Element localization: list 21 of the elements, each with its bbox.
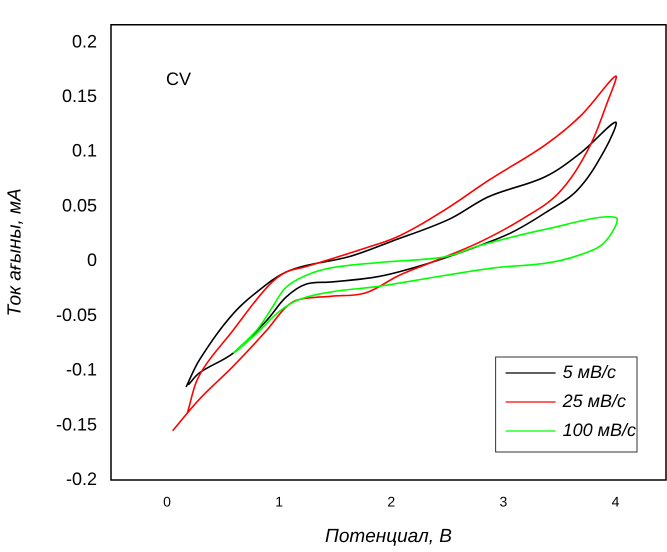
x-tick-label: 2	[387, 493, 396, 510]
y-tick-label: 0.15	[62, 86, 97, 106]
x-axis-title: Потенциал, В	[325, 526, 452, 547]
y-tick-label: 0	[86, 250, 97, 270]
y-tick-label: -0.05	[56, 304, 97, 325]
y-tick-label: -0.1	[66, 360, 97, 380]
y-tick-label: -0.15	[56, 414, 97, 434]
y-tick-label: 0.05	[62, 195, 97, 216]
legend-label: 100 мВ/с	[562, 420, 636, 440]
x-tick-label: 3	[500, 493, 508, 510]
y-tick-label: 0.1	[72, 140, 97, 161]
y-tick-label: 0.2	[72, 31, 97, 52]
x-tick-label: 1	[275, 493, 284, 510]
y-tick-label: -0.2	[66, 468, 97, 489]
annotation: CV	[166, 68, 192, 89]
line-series	[185, 121, 616, 388]
x-tick-label: 4	[612, 493, 620, 510]
x-tick-label: 0	[163, 493, 172, 510]
y-axis-title: Ток ағыны, мА	[4, 188, 26, 317]
legend-label: 25 мВ/с	[562, 391, 626, 411]
legend-label: 5 мВ/с	[562, 362, 616, 382]
